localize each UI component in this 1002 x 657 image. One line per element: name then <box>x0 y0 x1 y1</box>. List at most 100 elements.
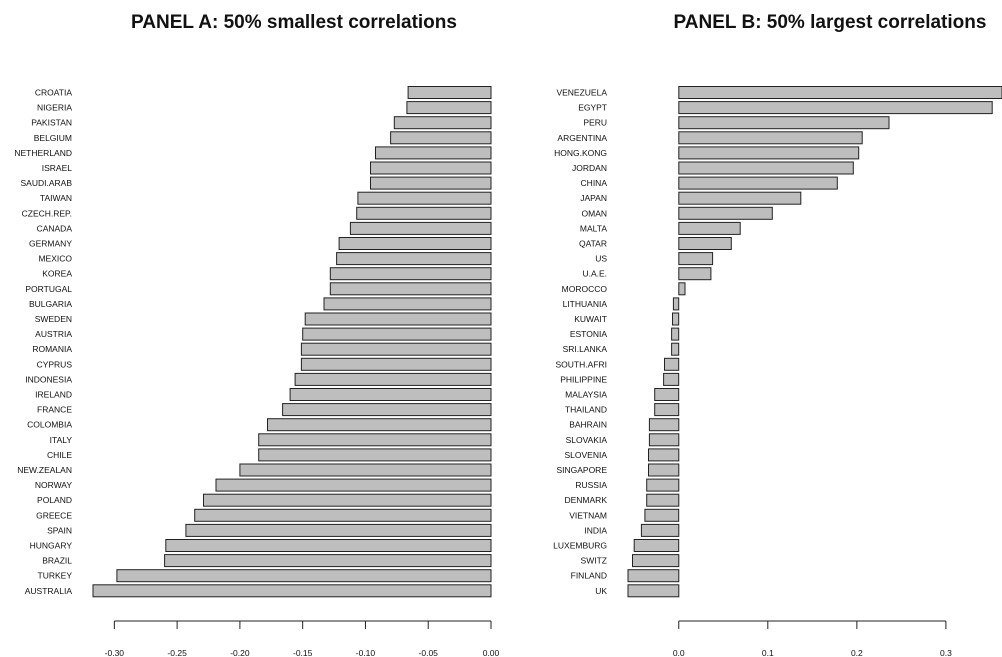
panel-a-x-tick-label: -0.25 <box>167 648 187 657</box>
panel-a-bar <box>329 282 492 296</box>
panel-a-bar <box>375 146 492 160</box>
panel-a-bar <box>304 312 492 326</box>
panel-a-x-tick-label: -0.10 <box>356 648 376 657</box>
panel-a-category-label: ISRAEL <box>42 163 73 173</box>
panel-a-bar <box>282 403 492 417</box>
panel-b-bar <box>664 357 680 371</box>
panel-a-category-label: NETHERLAND <box>14 148 72 158</box>
panel-b-bar <box>678 206 773 220</box>
panel-b-category-label: MOROCCO <box>562 284 608 294</box>
panel-b-bar <box>646 493 680 507</box>
panel-a-category-label: CROATIA <box>35 88 72 98</box>
panel-b-category-label: CHINA <box>581 178 608 188</box>
panel-a-x-tick-label: -0.15 <box>293 648 313 657</box>
panel-a-category-label: NIGERIA <box>37 103 72 113</box>
panel-a-category-label: CZECH.REP. <box>22 208 72 218</box>
panel-a-bar <box>406 101 492 115</box>
panel-b-chart: VENEZUELA EGYPT PERU ARGENTINA HONG.KONG JORD… <box>553 86 1002 657</box>
panel-b-bar <box>672 297 680 311</box>
panel-b-category-label: HONG.KONG <box>554 148 607 158</box>
panel-b-bar <box>678 237 732 250</box>
panel-b-bar <box>633 539 680 552</box>
panel-a-category-label: KOREA <box>42 269 72 279</box>
panel-a-category-label: PORTUGAL <box>25 284 72 294</box>
panel-a-bar <box>370 161 492 175</box>
panel-a-bar <box>302 327 492 341</box>
panel-a-bar <box>215 478 492 492</box>
panel-a-bar <box>164 554 492 568</box>
panel-b-bar <box>678 252 714 266</box>
panel-b-category-label: QATAR <box>579 239 607 249</box>
panel-b-category-label: OMAN <box>582 208 608 218</box>
panel-b-bar <box>648 418 680 432</box>
panel-b-bar <box>678 176 838 190</box>
panel-a-category-label: NEW.ZEALAN <box>17 465 72 475</box>
panel-a-category-label: COLOMBIA <box>27 420 72 430</box>
panel-b-bar <box>678 161 854 175</box>
panel-b-category-label: US <box>595 254 607 264</box>
panel-b-category-label: LITHUANIA <box>563 299 608 309</box>
panel-b-category-label: INDIA <box>584 525 607 535</box>
panel-b-category-label: LUXEMBURG <box>553 541 607 551</box>
panel-b-category-label: SOUTH.AFRI <box>556 359 607 369</box>
panel-a-category-label: POLAND <box>37 495 72 505</box>
panel-a-bar <box>267 418 492 432</box>
panel-a-category-label: IRELAND <box>35 390 72 400</box>
panel-b-category-label: KUWAIT <box>574 314 607 324</box>
panel-b-bar <box>648 433 680 447</box>
panel-b-bar <box>678 116 890 130</box>
panel-b-category-label: EGYPT <box>578 103 607 113</box>
panel-a-category-label: NORWAY <box>35 480 72 490</box>
panel-b-category-label: ESTONIA <box>570 329 607 339</box>
panel-a-category-label: GERMANY <box>29 239 72 249</box>
panel-a-x-tick-label: -0.05 <box>419 648 439 657</box>
panel-a-category-label: AUSTRALIA <box>25 586 73 596</box>
panel-b-bar <box>678 101 993 115</box>
panel-a-category-label: BULGARIA <box>29 299 72 309</box>
panel-b-category-label: U.A.E. <box>582 269 607 279</box>
panel-b-bar <box>678 86 1002 99</box>
panel-b-category-label: JAPAN <box>580 193 607 203</box>
panel-b-bar <box>678 221 741 235</box>
panel-b-bar <box>678 267 712 281</box>
panel-a-category-label: MEXICO <box>38 254 72 264</box>
panel-b-category-label: VENEZUELA <box>556 88 607 98</box>
panel-b-bar <box>671 327 680 341</box>
panel-b-category-label: MALAYSIA <box>565 390 607 400</box>
panel-b-bar <box>640 523 680 537</box>
panel-b-bar <box>678 282 686 296</box>
panel-b-category-label: DENMARK <box>564 495 607 505</box>
panel-a-category-label: BRAZIL <box>42 556 72 566</box>
panel-b-category-label: ARGENTINA <box>557 133 607 143</box>
panel-a-title: PANEL A: 50% smallest correlations <box>131 12 457 33</box>
panel-a-category-label: SAUDI.ARAB <box>21 178 73 188</box>
panel-b-bar <box>627 569 680 583</box>
panel-a-bar <box>294 372 492 386</box>
panel-a-category-label: CANADA <box>37 223 73 233</box>
panel-a-category-label: AUSTRIA <box>35 329 72 339</box>
panel-b-category-label: BAHRAIN <box>569 420 607 430</box>
panel-b-category-label: PERU <box>583 118 607 128</box>
panel-b-bar <box>648 463 680 477</box>
panel-a-category-label: ITALY <box>50 435 73 445</box>
panel-b-bar <box>678 191 802 205</box>
panel-b-category-label: VIETNAM <box>569 510 607 520</box>
panel-a-category-label: HUNGARY <box>30 541 73 551</box>
panel-a-bar <box>393 116 492 130</box>
panel-b-title: PANEL B: 50% largest correlations <box>674 12 987 33</box>
panel-a-bar <box>336 252 492 266</box>
panel-a-bar <box>370 176 492 190</box>
panel-b-category-label: RUSSIA <box>575 480 607 490</box>
panel-b-bar <box>648 448 680 462</box>
panel-b-x-tick-label: 0.1 <box>762 648 774 657</box>
panel-a-bar <box>165 539 492 552</box>
panel-b-category-label: FINLAND <box>571 571 607 581</box>
panel-b-bar <box>678 146 860 160</box>
panel-a-bar <box>116 569 492 583</box>
panel-a-bar <box>258 433 492 447</box>
panel-b-category-label: SINGAPORE <box>556 465 607 475</box>
panel-b-bar <box>672 312 680 326</box>
panel-a-bar <box>185 523 492 537</box>
panel-b-bar <box>654 403 680 417</box>
panel-b-bar <box>632 554 680 568</box>
